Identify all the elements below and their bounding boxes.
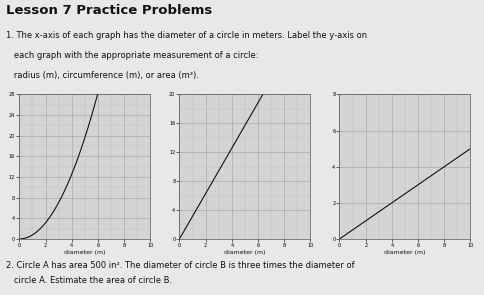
Text: 1. The x-axis of each graph has the diameter of a circle in meters. Label the y-: 1. The x-axis of each graph has the diam… xyxy=(6,31,366,40)
Text: circle A. Estimate the area of circle B.: circle A. Estimate the area of circle B. xyxy=(6,276,172,286)
Text: radius (m), circumference (m), or area (m²).: radius (m), circumference (m), or area (… xyxy=(6,71,198,80)
Text: Lesson 7 Practice Problems: Lesson 7 Practice Problems xyxy=(6,4,212,17)
X-axis label: diameter (m): diameter (m) xyxy=(224,250,265,255)
Text: 2. Circle A has area 500 in². The diameter of circle B is three times the diamet: 2. Circle A has area 500 in². The diamet… xyxy=(6,261,354,270)
X-axis label: diameter (m): diameter (m) xyxy=(64,250,106,255)
Text: each graph with the appropriate measurement of a circle:: each graph with the appropriate measurem… xyxy=(6,51,258,60)
X-axis label: diameter (m): diameter (m) xyxy=(383,250,425,255)
